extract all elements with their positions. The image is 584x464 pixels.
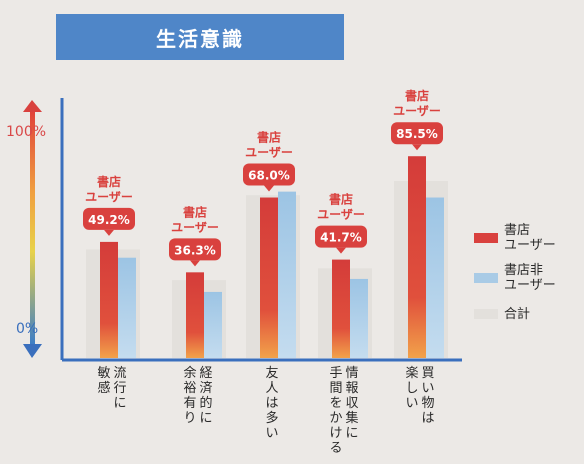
category-label-3-0-0: 情	[345, 366, 358, 381]
category-label-3-0-4: に	[345, 426, 358, 441]
bar-nonuser-3	[350, 278, 368, 358]
callout-value-3: 41.7%	[320, 231, 362, 245]
category-label-3-0-1: 報	[345, 381, 358, 396]
bar-nonuser-1	[204, 291, 222, 358]
category-label-1-0-3: に	[199, 411, 212, 426]
category-label-4-0-2: 物	[421, 396, 434, 411]
callout-value-2: 68.0%	[248, 169, 290, 183]
callout-label-3-0: 書店	[329, 192, 353, 207]
category-label-3-1-5: る	[329, 441, 342, 456]
callout-pointer-4	[412, 144, 422, 151]
category-label-1-0-1: 済	[199, 380, 212, 396]
category-label-1-1-1: 裕	[183, 381, 196, 396]
callout-pill-1	[169, 238, 221, 261]
category-label-1-1-3: り	[183, 411, 196, 426]
chart-axes	[60, 98, 462, 362]
category-label-1-1-2: 有	[183, 396, 196, 411]
category-label-3-1-4: け	[329, 426, 342, 441]
callout-pill-0	[83, 207, 135, 230]
bar-nonuser-2	[278, 191, 296, 358]
callout-label-1-0: 書店	[183, 204, 207, 219]
category-label-2-0-3: 多	[265, 410, 278, 426]
legend-label-1-0: 書店非	[504, 263, 543, 278]
category-label-0-0-1: 行	[113, 381, 126, 396]
callout-pointer-2	[264, 185, 274, 192]
callout-label-4-1: ユーザー	[393, 104, 441, 118]
category-label-0-1-0: 敏	[97, 366, 110, 381]
category-label-0-1-1: 感	[97, 380, 110, 396]
category-label-2-0-0: 友	[265, 365, 278, 381]
callout-pointer-1	[190, 260, 200, 267]
scale-arrow: 100% 0%	[6, 100, 46, 358]
category-label-0-0-2: に	[113, 396, 126, 411]
callouts-layer: 書店ユーザー49.2%書店ユーザー36.3%書店ユーザー68.0%書店ユーザー4…	[83, 88, 443, 267]
legend-label-1-1: ユーザー	[504, 278, 556, 293]
callout-label-0-1: ユーザー	[85, 190, 133, 204]
legend-swatch-1	[474, 273, 498, 283]
bar-user-0	[100, 241, 118, 358]
category-label-4-1-0: 楽	[405, 365, 418, 381]
category-label-1-0-2: 的	[199, 395, 212, 411]
scale-gradient-bar	[30, 110, 35, 346]
callout-pill-2	[243, 163, 295, 186]
callout-value-1: 36.3%	[174, 243, 216, 257]
legend-label-0-0: 書店	[504, 223, 530, 238]
callout-label-0-0: 書店	[97, 174, 121, 189]
category-label-2-0-4: い	[265, 426, 278, 441]
scale-arrow-down-icon	[23, 344, 42, 358]
callout-value-0: 49.2%	[88, 213, 130, 227]
category-label-0-0-0: 流	[113, 366, 126, 381]
callout-pill-3	[315, 225, 367, 248]
category-label-3-1-2: を	[329, 396, 342, 411]
category-label-4-0-3: は	[421, 411, 434, 426]
callout-value-4: 85.5%	[396, 127, 438, 141]
scale-arrow-up-icon	[23, 100, 42, 112]
y-tick-0: 0%	[16, 321, 38, 337]
category-label-3-0-2: 収	[345, 396, 358, 411]
category-label-1-1-0: 余	[183, 365, 196, 381]
category-label-4-0-1: い	[421, 381, 434, 396]
bar-user-3	[332, 259, 350, 358]
bar-user-1	[186, 272, 204, 358]
callout-label-2-1: ユーザー	[245, 146, 293, 160]
legend-label-0-1: ユーザー	[504, 238, 556, 253]
callout-pointer-3	[336, 247, 346, 254]
category-label-3-1-3: か	[329, 411, 342, 426]
category-label-3-1-1: 間	[329, 381, 342, 396]
callout-pill-4	[391, 122, 443, 145]
bar-user-2	[260, 197, 278, 358]
callout-label-3-1: ユーザー	[317, 208, 365, 222]
legend-swatch-0	[474, 233, 498, 243]
category-label-4-1-2: い	[405, 396, 418, 411]
callout-label-1-1: ユーザー	[171, 220, 219, 234]
category-label-3-0-3: 集	[345, 410, 358, 426]
y-tick-100: 100%	[6, 124, 46, 140]
category-label-1-0-0: 経	[199, 366, 212, 381]
category-label-4-0-0: 買	[421, 366, 434, 381]
category-label-2-0-1: 人	[265, 381, 278, 396]
bar-nonuser-4	[426, 197, 444, 358]
callout-label-4-0: 書店	[405, 88, 429, 103]
callout-pointer-0	[104, 229, 114, 236]
bar-nonuser-0	[118, 257, 136, 358]
bars-layer	[86, 156, 448, 358]
callout-label-2-0: 書店	[257, 130, 281, 145]
chart-title: 生活意識	[56, 14, 344, 60]
category-label-4-1-1: し	[405, 381, 418, 396]
legend-swatch-2	[474, 309, 498, 319]
bar-user-4	[408, 156, 426, 358]
category-label-2-0-2: は	[265, 396, 278, 411]
category-label-3-1-0: 手	[329, 366, 342, 381]
legend-label-2-0: 合計	[504, 306, 530, 322]
